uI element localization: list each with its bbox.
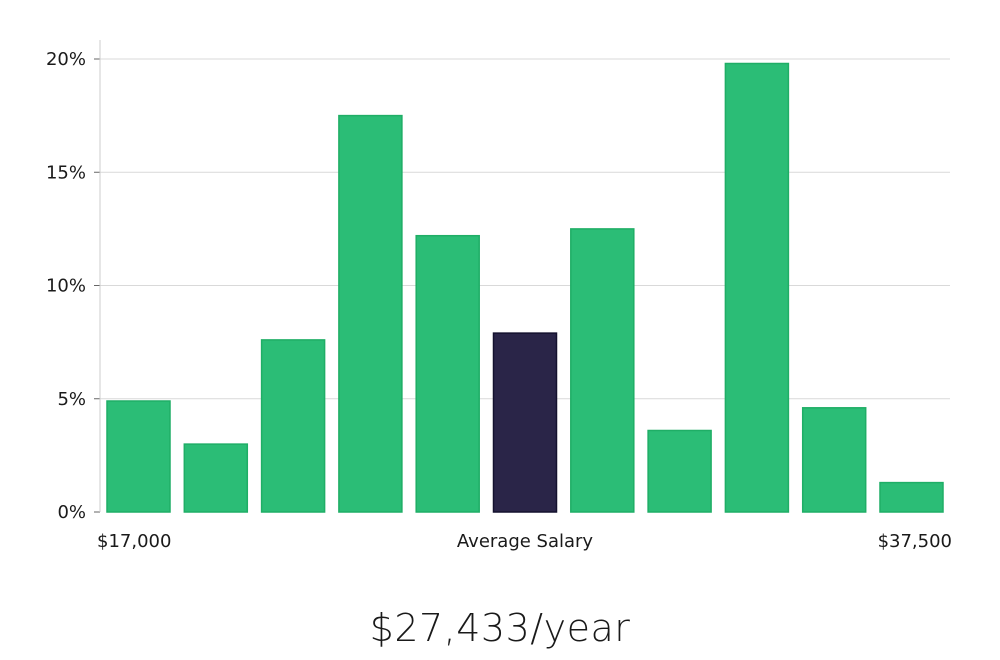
- y-tick-label: 20%: [46, 49, 86, 70]
- y-axis-ticks: 0% 5% 10% 15% 20%: [46, 49, 100, 523]
- x-min-label: $17,000: [97, 531, 171, 552]
- bar: [415, 234, 480, 513]
- bar: [570, 228, 635, 513]
- bar: [647, 429, 712, 513]
- bar: [338, 114, 403, 513]
- bar: [183, 443, 249, 513]
- bar: [801, 407, 867, 513]
- y-tick-label: 10%: [46, 276, 86, 297]
- y-tick-label: 5%: [57, 389, 86, 410]
- bar-highlighted-average: [492, 332, 558, 513]
- average-salary-value: $27,433/year: [369, 606, 631, 650]
- bars: [106, 62, 944, 513]
- y-tick-label: 15%: [46, 162, 86, 183]
- bar: [879, 481, 944, 513]
- bar: [106, 400, 171, 513]
- y-tick-label: 0%: [57, 502, 86, 523]
- x-max-label: $37,500: [878, 531, 952, 552]
- bar: [724, 62, 790, 513]
- salary-histogram: 0% 5% 10% 15% 20% $17,000 Average Salary $37…: [46, 40, 952, 552]
- bar: [260, 339, 326, 513]
- x-axis-title: Average Salary: [457, 531, 594, 552]
